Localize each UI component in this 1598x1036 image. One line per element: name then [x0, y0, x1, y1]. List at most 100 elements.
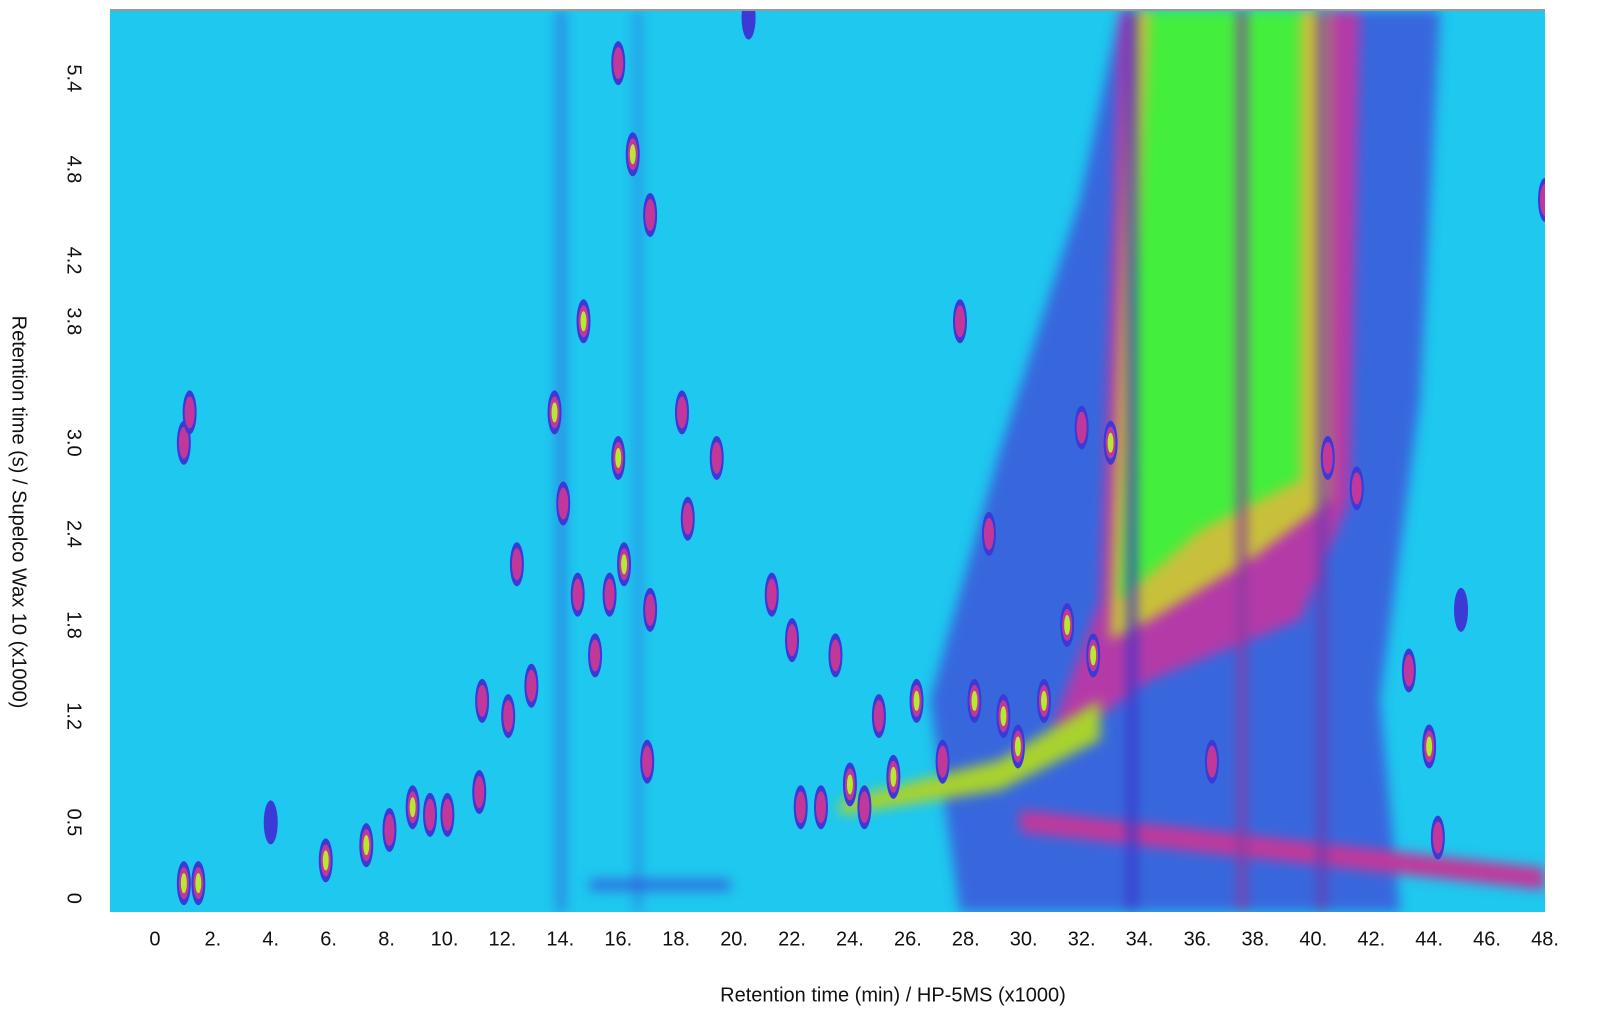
- x-tick-label: 36.: [1184, 928, 1212, 950]
- peak-core: [890, 766, 897, 787]
- peak-core: [815, 791, 826, 824]
- peak-core: [1014, 736, 1021, 757]
- peak-core: [1351, 472, 1362, 505]
- streak: [558, 10, 564, 912]
- peak-core: [409, 797, 416, 818]
- x-tick-label: 48.: [1531, 928, 1559, 950]
- peak-core: [1076, 411, 1087, 444]
- peak-core: [503, 700, 514, 733]
- peak-core: [1107, 432, 1114, 453]
- x-tick-label: 28.: [952, 928, 980, 950]
- peak-core: [629, 144, 636, 165]
- peak-core: [645, 593, 656, 626]
- x-tick-label: 20.: [720, 928, 748, 950]
- x-tick-label: 38.: [1241, 928, 1269, 950]
- x-tick-label: 12.: [489, 928, 517, 950]
- peak-core: [937, 745, 948, 778]
- peak-core: [645, 199, 656, 231]
- peak-core: [558, 487, 569, 520]
- y-tick-label: 3.0: [63, 429, 85, 457]
- peak-core: [363, 835, 370, 856]
- streak: [590, 880, 730, 890]
- peak-core: [971, 690, 978, 711]
- peak-core: [621, 554, 628, 575]
- peaks: [176, 10, 1545, 906]
- streak: [636, 10, 640, 912]
- peak-core: [1432, 821, 1443, 854]
- y-tick-label: 4.8: [63, 156, 85, 184]
- peak-core: [425, 798, 436, 831]
- peak-core: [551, 402, 558, 423]
- peak-core: [830, 639, 841, 672]
- peak-core: [615, 447, 622, 468]
- peak: [1454, 587, 1469, 632]
- x-tick-label: 26.: [894, 928, 922, 950]
- peak: [263, 800, 278, 845]
- peak-core: [384, 814, 395, 846]
- peak-core: [1403, 654, 1414, 687]
- peak-core: [1090, 645, 1097, 666]
- peak-core: [682, 502, 693, 535]
- peak-core: [604, 578, 615, 611]
- y-tick-label: 3.8: [63, 307, 85, 335]
- peak-core: [322, 850, 329, 871]
- peak-core: [913, 690, 920, 711]
- region: [1120, 10, 1300, 600]
- peak-core: [859, 791, 870, 824]
- peak-core: [954, 305, 965, 338]
- x-tick-label: 16.: [604, 928, 632, 950]
- peak-core: [195, 873, 202, 894]
- peak-core: [1540, 183, 1545, 216]
- peak-core: [787, 624, 798, 657]
- peak-core: [1426, 736, 1433, 757]
- peak-core: [477, 684, 488, 717]
- peak-core: [1064, 615, 1071, 635]
- x-tick-label: 4.: [262, 928, 279, 950]
- x-tick-label: 30.: [1010, 928, 1038, 950]
- x-tick-label: 0: [149, 928, 160, 950]
- peak-core: [572, 578, 583, 611]
- y-tick-label: 5.4: [63, 64, 85, 92]
- peak-core: [1322, 441, 1333, 474]
- x-tick-label: 24.: [836, 928, 864, 950]
- peak-core: [180, 873, 187, 894]
- peak-core: [642, 745, 653, 778]
- x-tick-label: 44.: [1415, 928, 1443, 950]
- peak-core: [511, 548, 522, 581]
- y-tick-label: 2.4: [63, 520, 85, 548]
- x-tick-label: 18.: [662, 928, 690, 950]
- peak-core: [676, 396, 687, 429]
- y-tick-label: 1.2: [63, 702, 85, 730]
- x-tick-label: 40.: [1299, 928, 1327, 950]
- y-tick-label: 0: [63, 893, 85, 904]
- peak: [741, 10, 756, 40]
- y-axis-label: Retention time (s) / Supelco Wax 10 (x10…: [8, 316, 30, 709]
- peak-core: [1206, 745, 1217, 778]
- peak-core: [711, 441, 722, 474]
- peak-core: [184, 396, 195, 429]
- streak: [1238, 10, 1246, 912]
- peak-core: [795, 791, 806, 824]
- peak-core: [983, 517, 994, 550]
- x-tick-label: 10.: [431, 928, 459, 950]
- peak-core: [873, 700, 884, 733]
- x-tick-label: 42.: [1357, 928, 1385, 950]
- x-tick-label: 8.: [378, 928, 395, 950]
- heat-regions: [558, 10, 1545, 912]
- peak-core: [474, 776, 485, 809]
- x-tick-label: 22.: [778, 928, 806, 950]
- peak-core: [613, 47, 624, 80]
- y-tick-label: 1.8: [63, 611, 85, 639]
- peak-core: [178, 426, 189, 459]
- streak: [1128, 10, 1136, 912]
- x-axis-label: Retention time (min) / HP-5MS (x1000): [720, 984, 1066, 1006]
- x-tick-label: 14.: [546, 928, 574, 950]
- y-tick-label: 0.5: [63, 809, 85, 837]
- y-tick-label: 4.2: [63, 247, 85, 275]
- peak-core: [766, 578, 777, 611]
- region: [840, 700, 1100, 815]
- x-tick-label: 2.: [204, 928, 221, 950]
- peak-core: [526, 669, 537, 702]
- x-tick-label: 46.: [1473, 928, 1501, 950]
